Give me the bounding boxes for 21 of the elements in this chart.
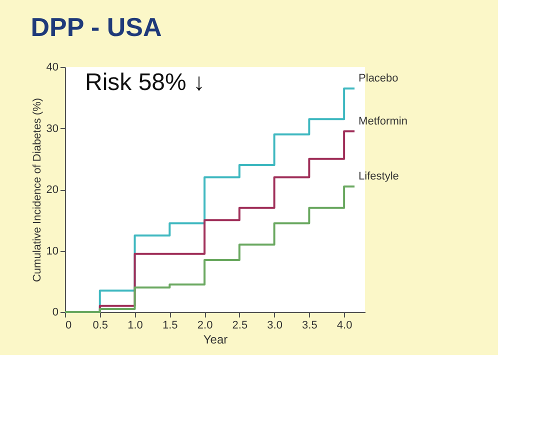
x-tick-label: 1.0 (128, 320, 143, 332)
annotation: Risk 58% ↓ (85, 69, 206, 96)
y-tick-label: 10 (46, 245, 58, 258)
y-tick-label: 40 (46, 62, 58, 74)
series-label: Metformin (358, 115, 408, 128)
y-tick-label: 0 (52, 306, 58, 318)
series-label: Lifestyle (358, 170, 399, 182)
x-tick-label: 0 (66, 320, 72, 332)
y-tick-label: 20 (46, 184, 58, 196)
x-axis-title: Year (203, 332, 228, 346)
y-axis-title: Cumulative Incidence of Diabetes (%) (31, 98, 44, 282)
x-tick-label: 1.5 (162, 320, 178, 332)
x-tick-label: 4.0 (336, 320, 352, 332)
series-label: Placebo (358, 72, 398, 84)
x-tick-label: 2.5 (232, 320, 248, 332)
chart-title: DPP - USA (30, 12, 162, 42)
y-tick-label: 30 (46, 122, 58, 135)
x-tick-label: 2.0 (197, 320, 213, 332)
x-tick-label: 3.5 (302, 320, 318, 332)
x-tick-label: 0.5 (92, 320, 108, 332)
x-tick-label: 3.0 (267, 320, 282, 332)
